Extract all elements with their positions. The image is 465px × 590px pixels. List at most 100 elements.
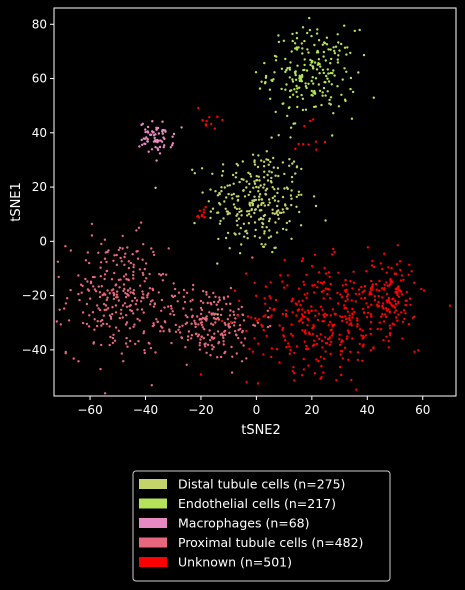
- data-point: [236, 199, 240, 202]
- data-point: [98, 295, 102, 299]
- data-point: [340, 373, 343, 377]
- data-point: [219, 355, 223, 359]
- y-tick-label: 80: [32, 17, 47, 31]
- data-point: [326, 293, 329, 296]
- data-point: [288, 66, 291, 70]
- data-point: [320, 376, 323, 379]
- data-point: [307, 318, 310, 322]
- data-point: [237, 328, 240, 332]
- data-point: [387, 346, 390, 349]
- data-point: [301, 257, 305, 260]
- data-point: [165, 273, 168, 276]
- data-point: [201, 118, 204, 122]
- data-point: [255, 179, 258, 182]
- data-point: [389, 327, 392, 330]
- data-point: [212, 300, 216, 304]
- data-point: [370, 279, 373, 283]
- data-point: [388, 324, 391, 327]
- data-point: [219, 333, 222, 336]
- data-point: [400, 274, 404, 277]
- data-point: [340, 319, 344, 323]
- data-point: [344, 315, 347, 318]
- data-point: [125, 321, 129, 324]
- data-point: [247, 222, 251, 225]
- data-point: [245, 272, 248, 275]
- data-point: [280, 87, 283, 91]
- data-point: [93, 318, 96, 321]
- data-point: [297, 190, 301, 193]
- data-point: [274, 298, 278, 302]
- data-point: [319, 333, 322, 336]
- data-point: [105, 322, 109, 326]
- data-point: [324, 336, 327, 339]
- data-point: [333, 312, 336, 315]
- data-point: [329, 71, 332, 75]
- data-point: [274, 246, 277, 249]
- data-point: [283, 172, 286, 176]
- data-point: [228, 314, 232, 317]
- data-point: [144, 262, 148, 265]
- data-point: [128, 327, 132, 330]
- data-point: [333, 323, 336, 327]
- data-point: [112, 259, 115, 262]
- data-point: [197, 106, 200, 110]
- data-point: [135, 229, 138, 232]
- data-point: [238, 210, 241, 214]
- data-point: [329, 320, 332, 324]
- data-point: [270, 314, 273, 317]
- data-point: [198, 348, 202, 351]
- data-point: [132, 325, 135, 328]
- data-point: [294, 147, 297, 150]
- data-point: [233, 330, 237, 333]
- data-point: [152, 140, 156, 143]
- data-point: [339, 350, 343, 353]
- data-point: [322, 50, 326, 54]
- data-point: [234, 333, 238, 336]
- data-point: [142, 137, 145, 140]
- data-point: [242, 222, 246, 225]
- data-point: [114, 284, 117, 287]
- data-point: [255, 174, 258, 178]
- data-point: [297, 308, 301, 311]
- data-point: [159, 330, 162, 333]
- data-point: [388, 310, 392, 313]
- data-point: [146, 137, 149, 141]
- data-point: [66, 297, 69, 300]
- data-point: [345, 70, 348, 74]
- data-point: [315, 68, 319, 71]
- data-point: [189, 300, 192, 303]
- data-point: [233, 206, 237, 209]
- data-point: [366, 311, 370, 314]
- data-point: [378, 279, 381, 283]
- data-point: [322, 297, 325, 300]
- data-point: [132, 270, 135, 273]
- data-point: [243, 195, 247, 198]
- data-point: [211, 207, 215, 210]
- data-point: [320, 364, 323, 368]
- data-point: [327, 271, 331, 274]
- data-point: [154, 186, 157, 189]
- data-point: [212, 317, 216, 320]
- data-point: [260, 80, 263, 83]
- data-point: [245, 329, 248, 333]
- data-point: [262, 186, 265, 189]
- data-point: [304, 329, 307, 332]
- data-point: [275, 348, 279, 351]
- data-point: [240, 305, 243, 309]
- data-point: [228, 247, 231, 250]
- data-point: [316, 28, 319, 31]
- data-point: [326, 77, 329, 80]
- data-point: [330, 340, 333, 343]
- data-point: [273, 199, 277, 202]
- data-point: [81, 321, 85, 325]
- data-point: [250, 208, 253, 211]
- data-point: [209, 216, 212, 220]
- data-point: [64, 245, 67, 248]
- data-point: [326, 90, 329, 93]
- data-point: [207, 200, 210, 203]
- data-point: [131, 299, 134, 303]
- data-point: [200, 323, 203, 327]
- data-point: [290, 332, 293, 336]
- data-point: [413, 350, 416, 353]
- data-point: [220, 174, 224, 177]
